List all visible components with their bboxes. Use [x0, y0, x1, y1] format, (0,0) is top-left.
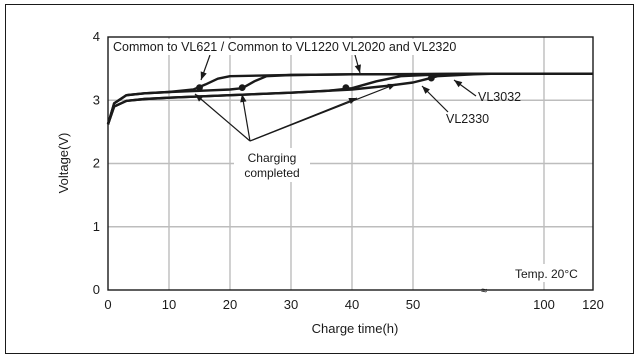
- arrow-common-vl621-head: [200, 71, 207, 80]
- annotation-arrow-layer: [194, 54, 477, 142]
- series-label-vl2330: VL2330: [446, 112, 489, 126]
- x-tick-label: 40: [345, 297, 359, 312]
- arrow-common-vl1220-head: [354, 64, 361, 73]
- top-label-backdrop: [111, 39, 521, 55]
- charging-completed-point: [427, 74, 435, 82]
- temperature-backdrop: [512, 264, 590, 282]
- arrow-vl3032-head: [454, 80, 463, 88]
- x-tick-label: 30: [284, 297, 298, 312]
- figure-frame: [5, 4, 634, 354]
- series-line-4: [106, 72, 593, 125]
- charging-completed-point: [196, 84, 203, 91]
- x-tick-label: 10: [162, 297, 176, 312]
- y-tick-label: 0: [93, 282, 100, 297]
- plot-area-border: [107, 36, 594, 291]
- y-tick-label: 2: [93, 156, 100, 171]
- arrow-charging-1-head: [195, 94, 204, 102]
- x-tick-label: 120: [582, 297, 604, 312]
- series-label-vl3032: VL3032: [478, 90, 521, 104]
- x-tick-label: 0: [104, 297, 111, 312]
- x-tick-label: 50: [406, 297, 420, 312]
- y-axis-label: Voltage(V): [56, 133, 71, 194]
- series-layer: [106, 72, 593, 125]
- arrow-charging-1: [194, 93, 251, 142]
- charging-label-line1: Charging: [248, 151, 297, 165]
- y-tick-label: 4: [93, 29, 100, 44]
- arrow-charging-4: [249, 83, 397, 142]
- charging-completed-point: [238, 84, 246, 91]
- x-tick-label: 100: [533, 297, 555, 312]
- series-label-common: Common to VL621 / Common to VL1220 VL202…: [113, 40, 456, 54]
- y-tick-label: 1: [93, 219, 100, 234]
- axis-break-mark: ≈: [481, 285, 487, 297]
- arrow-vl2330-head: [422, 86, 430, 94]
- arrow-charging-2-head: [240, 94, 247, 103]
- x-tick-label: 20: [223, 297, 237, 312]
- temperature-note: Temp. 20°C: [515, 267, 578, 281]
- arrow-charging-4-head: [387, 83, 396, 90]
- y-tick-label: 3: [93, 92, 100, 107]
- charging-label-backdrop: [234, 148, 310, 182]
- x-axis-label: Charge time(h): [312, 321, 399, 336]
- charging-label-line2: completed: [244, 166, 299, 180]
